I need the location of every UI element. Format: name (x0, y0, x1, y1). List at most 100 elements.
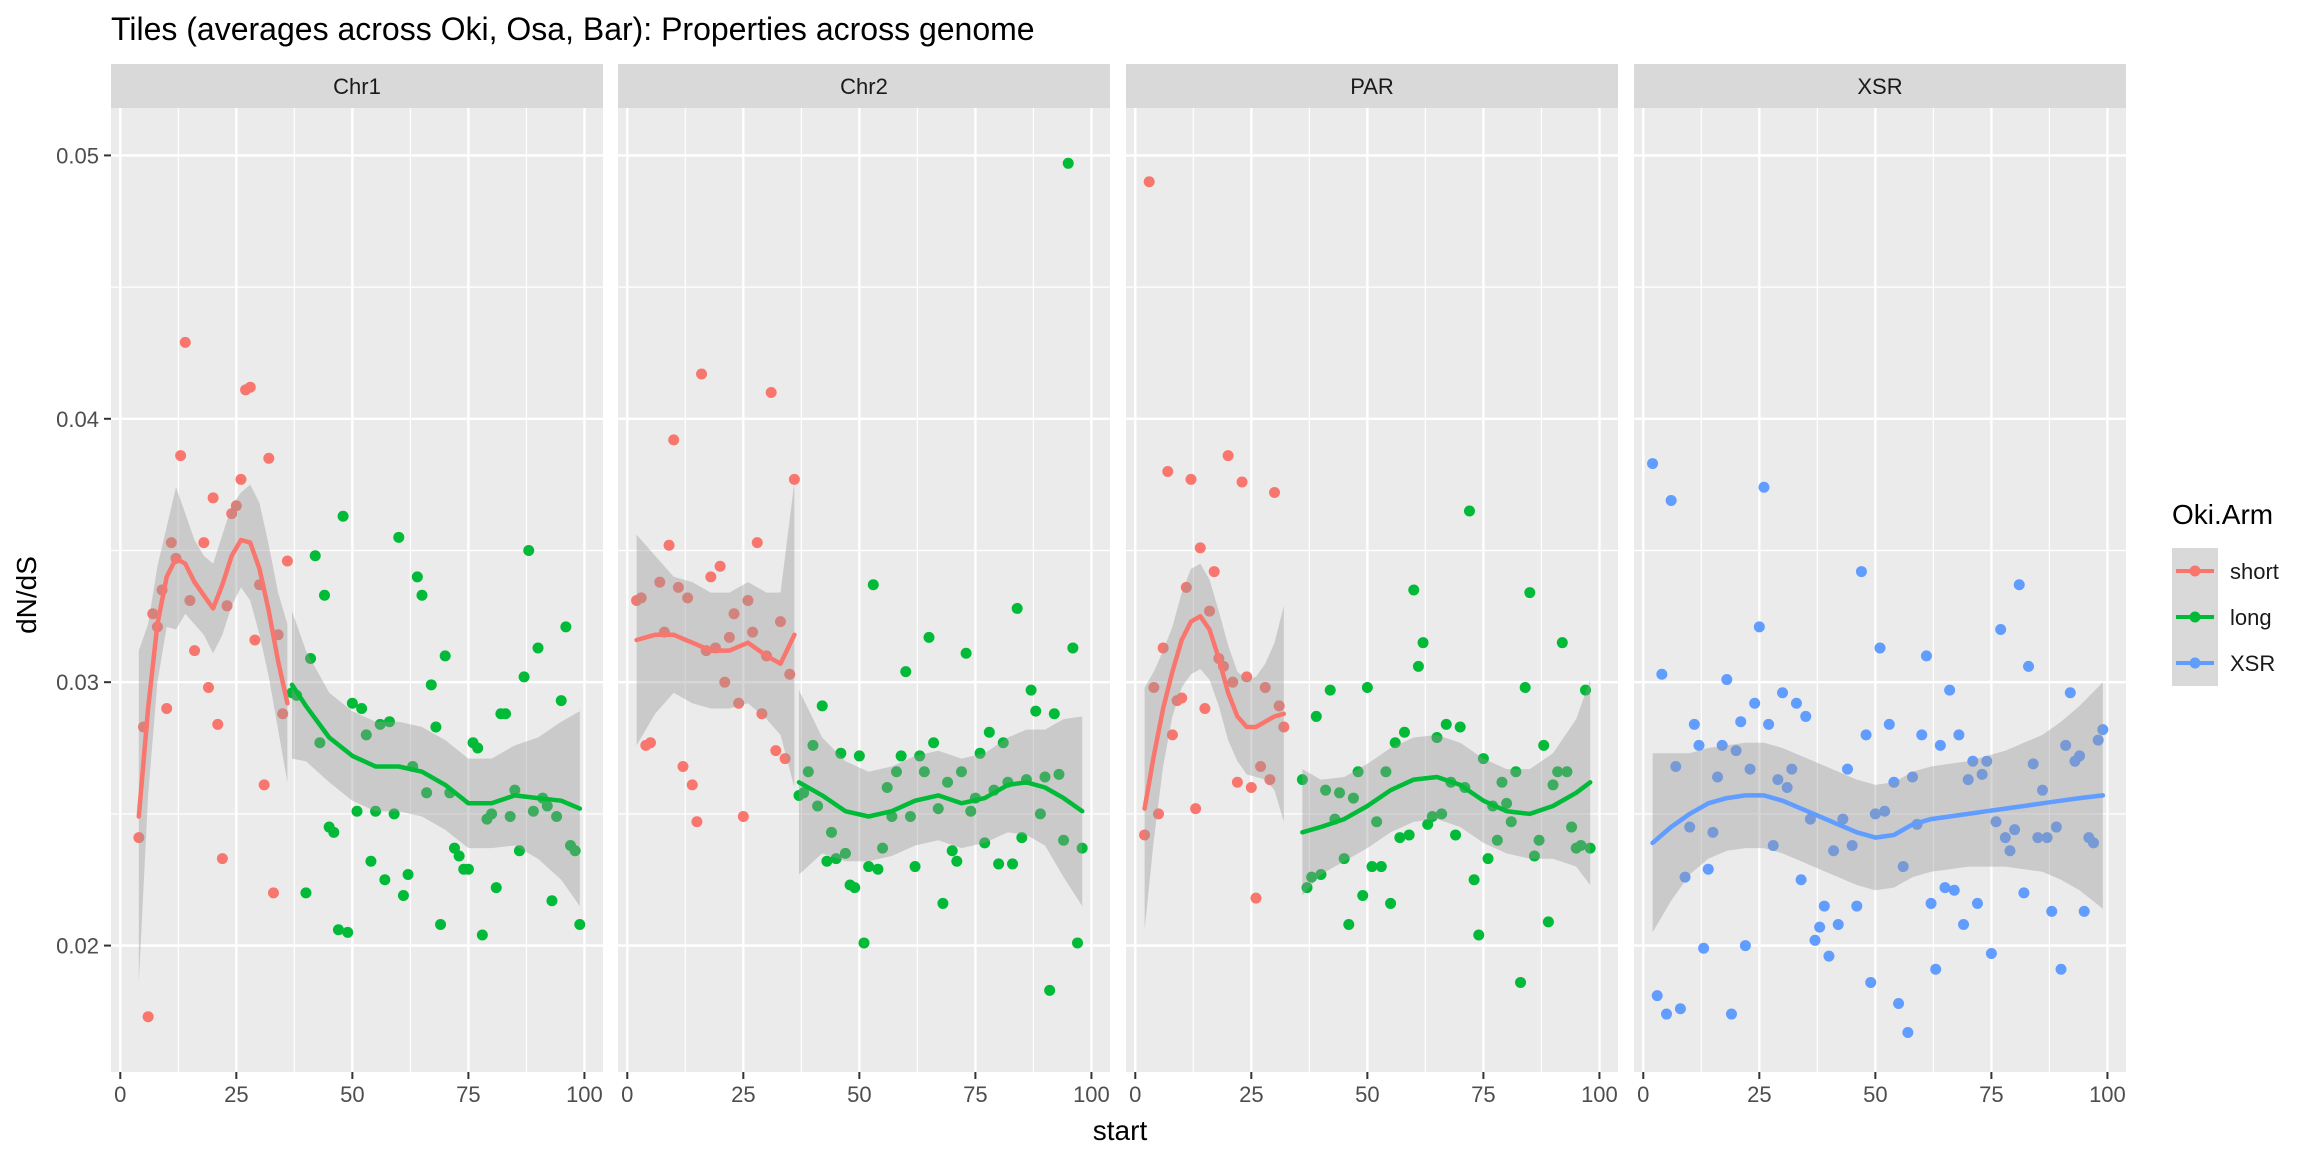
y-axis-title: dN/dS (11, 556, 42, 634)
point-long (1076, 842, 1088, 854)
point-long (1338, 853, 1350, 865)
point-long (346, 697, 358, 709)
x-axis-title: start (1093, 1115, 1148, 1146)
point-XSR (1893, 998, 1905, 1010)
x-tick-label: 75 (1471, 1082, 1495, 1107)
x-tick-label: 75 (963, 1082, 987, 1107)
point-long (1385, 897, 1397, 909)
legend-label: long (2230, 605, 2272, 630)
point-short (691, 816, 703, 828)
point-short (686, 779, 698, 791)
point-long (812, 800, 824, 812)
point-short (1204, 605, 1216, 617)
x-tick-label: 50 (847, 1082, 871, 1107)
point-long (932, 803, 944, 815)
point-XSR (1897, 861, 1909, 873)
x-tick-label: 25 (731, 1082, 755, 1107)
point-XSR (1888, 776, 1900, 788)
point-short (784, 668, 796, 680)
facet-strip (111, 64, 603, 108)
point-long (1547, 779, 1559, 791)
point-short (723, 631, 735, 643)
x-axes: 0 25 50 75 100 0 25 50 75 100 0 25 50 75 100 0 25 50 75 100 (114, 1072, 2126, 1107)
point-short (737, 811, 749, 823)
point-long (1324, 684, 1336, 696)
point-long (1505, 816, 1517, 828)
point-long (1306, 871, 1318, 883)
point-long (1510, 766, 1522, 778)
point-XSR (1721, 674, 1733, 686)
point-XSR (1837, 813, 1849, 825)
point-long (1561, 766, 1573, 778)
point-long (1403, 829, 1415, 841)
point-short (663, 539, 675, 551)
point-XSR (1814, 921, 1826, 933)
point-XSR (1777, 687, 1789, 699)
point-long (960, 647, 972, 659)
point-long (1538, 739, 1550, 751)
point-long (830, 853, 842, 865)
point-long (1007, 858, 1019, 870)
point-short (277, 708, 289, 720)
point-short (756, 708, 768, 720)
point-long (504, 811, 516, 823)
point-long (900, 666, 912, 678)
y-axis: 0.02 0.03 0.04 0.05 (56, 143, 111, 959)
point-long (1371, 816, 1383, 828)
point-short (189, 645, 201, 657)
point-XSR (1730, 745, 1742, 757)
point-XSR (1786, 763, 1798, 775)
point-XSR (1800, 710, 1812, 722)
point-short (1250, 892, 1262, 904)
point-long (509, 784, 521, 796)
facet-strip (1634, 64, 2126, 108)
point-XSR (2097, 724, 2109, 736)
point-long (1334, 787, 1346, 799)
confidence-band-short (636, 482, 795, 788)
point-long (955, 766, 967, 778)
point-long (993, 858, 1005, 870)
point-long (1542, 916, 1554, 928)
point-long (1315, 868, 1327, 880)
point-short (668, 434, 680, 446)
point-short (1194, 542, 1206, 554)
point-short (677, 760, 689, 772)
point-short (1148, 681, 1160, 693)
point-XSR (1976, 768, 1988, 780)
point-XSR (1916, 729, 1928, 741)
point-long (895, 750, 907, 762)
point-XSR (1906, 771, 1918, 783)
point-long (500, 708, 512, 720)
point-short (133, 832, 145, 844)
point-long (1062, 157, 1074, 169)
x-tick-label: 75 (456, 1082, 480, 1107)
point-XSR (1920, 650, 1932, 662)
point-long (1357, 890, 1369, 902)
point-long (1496, 776, 1508, 788)
point-short (696, 368, 708, 380)
point-long (393, 531, 405, 543)
point-short (728, 608, 740, 620)
point-short (184, 595, 196, 607)
point-long (453, 850, 465, 862)
panel-chr1: Chr1 (111, 64, 603, 1072)
chart-title: Tiles (averages across Oki, Osa, Bar): P… (111, 11, 1035, 47)
point-long (388, 808, 400, 820)
point-XSR (1693, 739, 1705, 751)
point-XSR (2046, 905, 2058, 917)
smooth-line-long (289, 682, 583, 811)
point-XSR (1744, 763, 1756, 775)
point-long (1426, 811, 1438, 823)
point-short (747, 626, 759, 638)
confidence-band-short (138, 484, 288, 983)
facet-strip-label: XSR (1857, 74, 1902, 99)
point-XSR (1804, 813, 1816, 825)
point-long (1375, 861, 1387, 873)
x-tick-label: 50 (1863, 1082, 1887, 1107)
point-XSR (1674, 1003, 1686, 1015)
panel-background (1634, 108, 2126, 1072)
point-long (807, 739, 819, 751)
point-long (337, 510, 349, 522)
point-long (319, 589, 331, 601)
point-long (951, 855, 963, 867)
